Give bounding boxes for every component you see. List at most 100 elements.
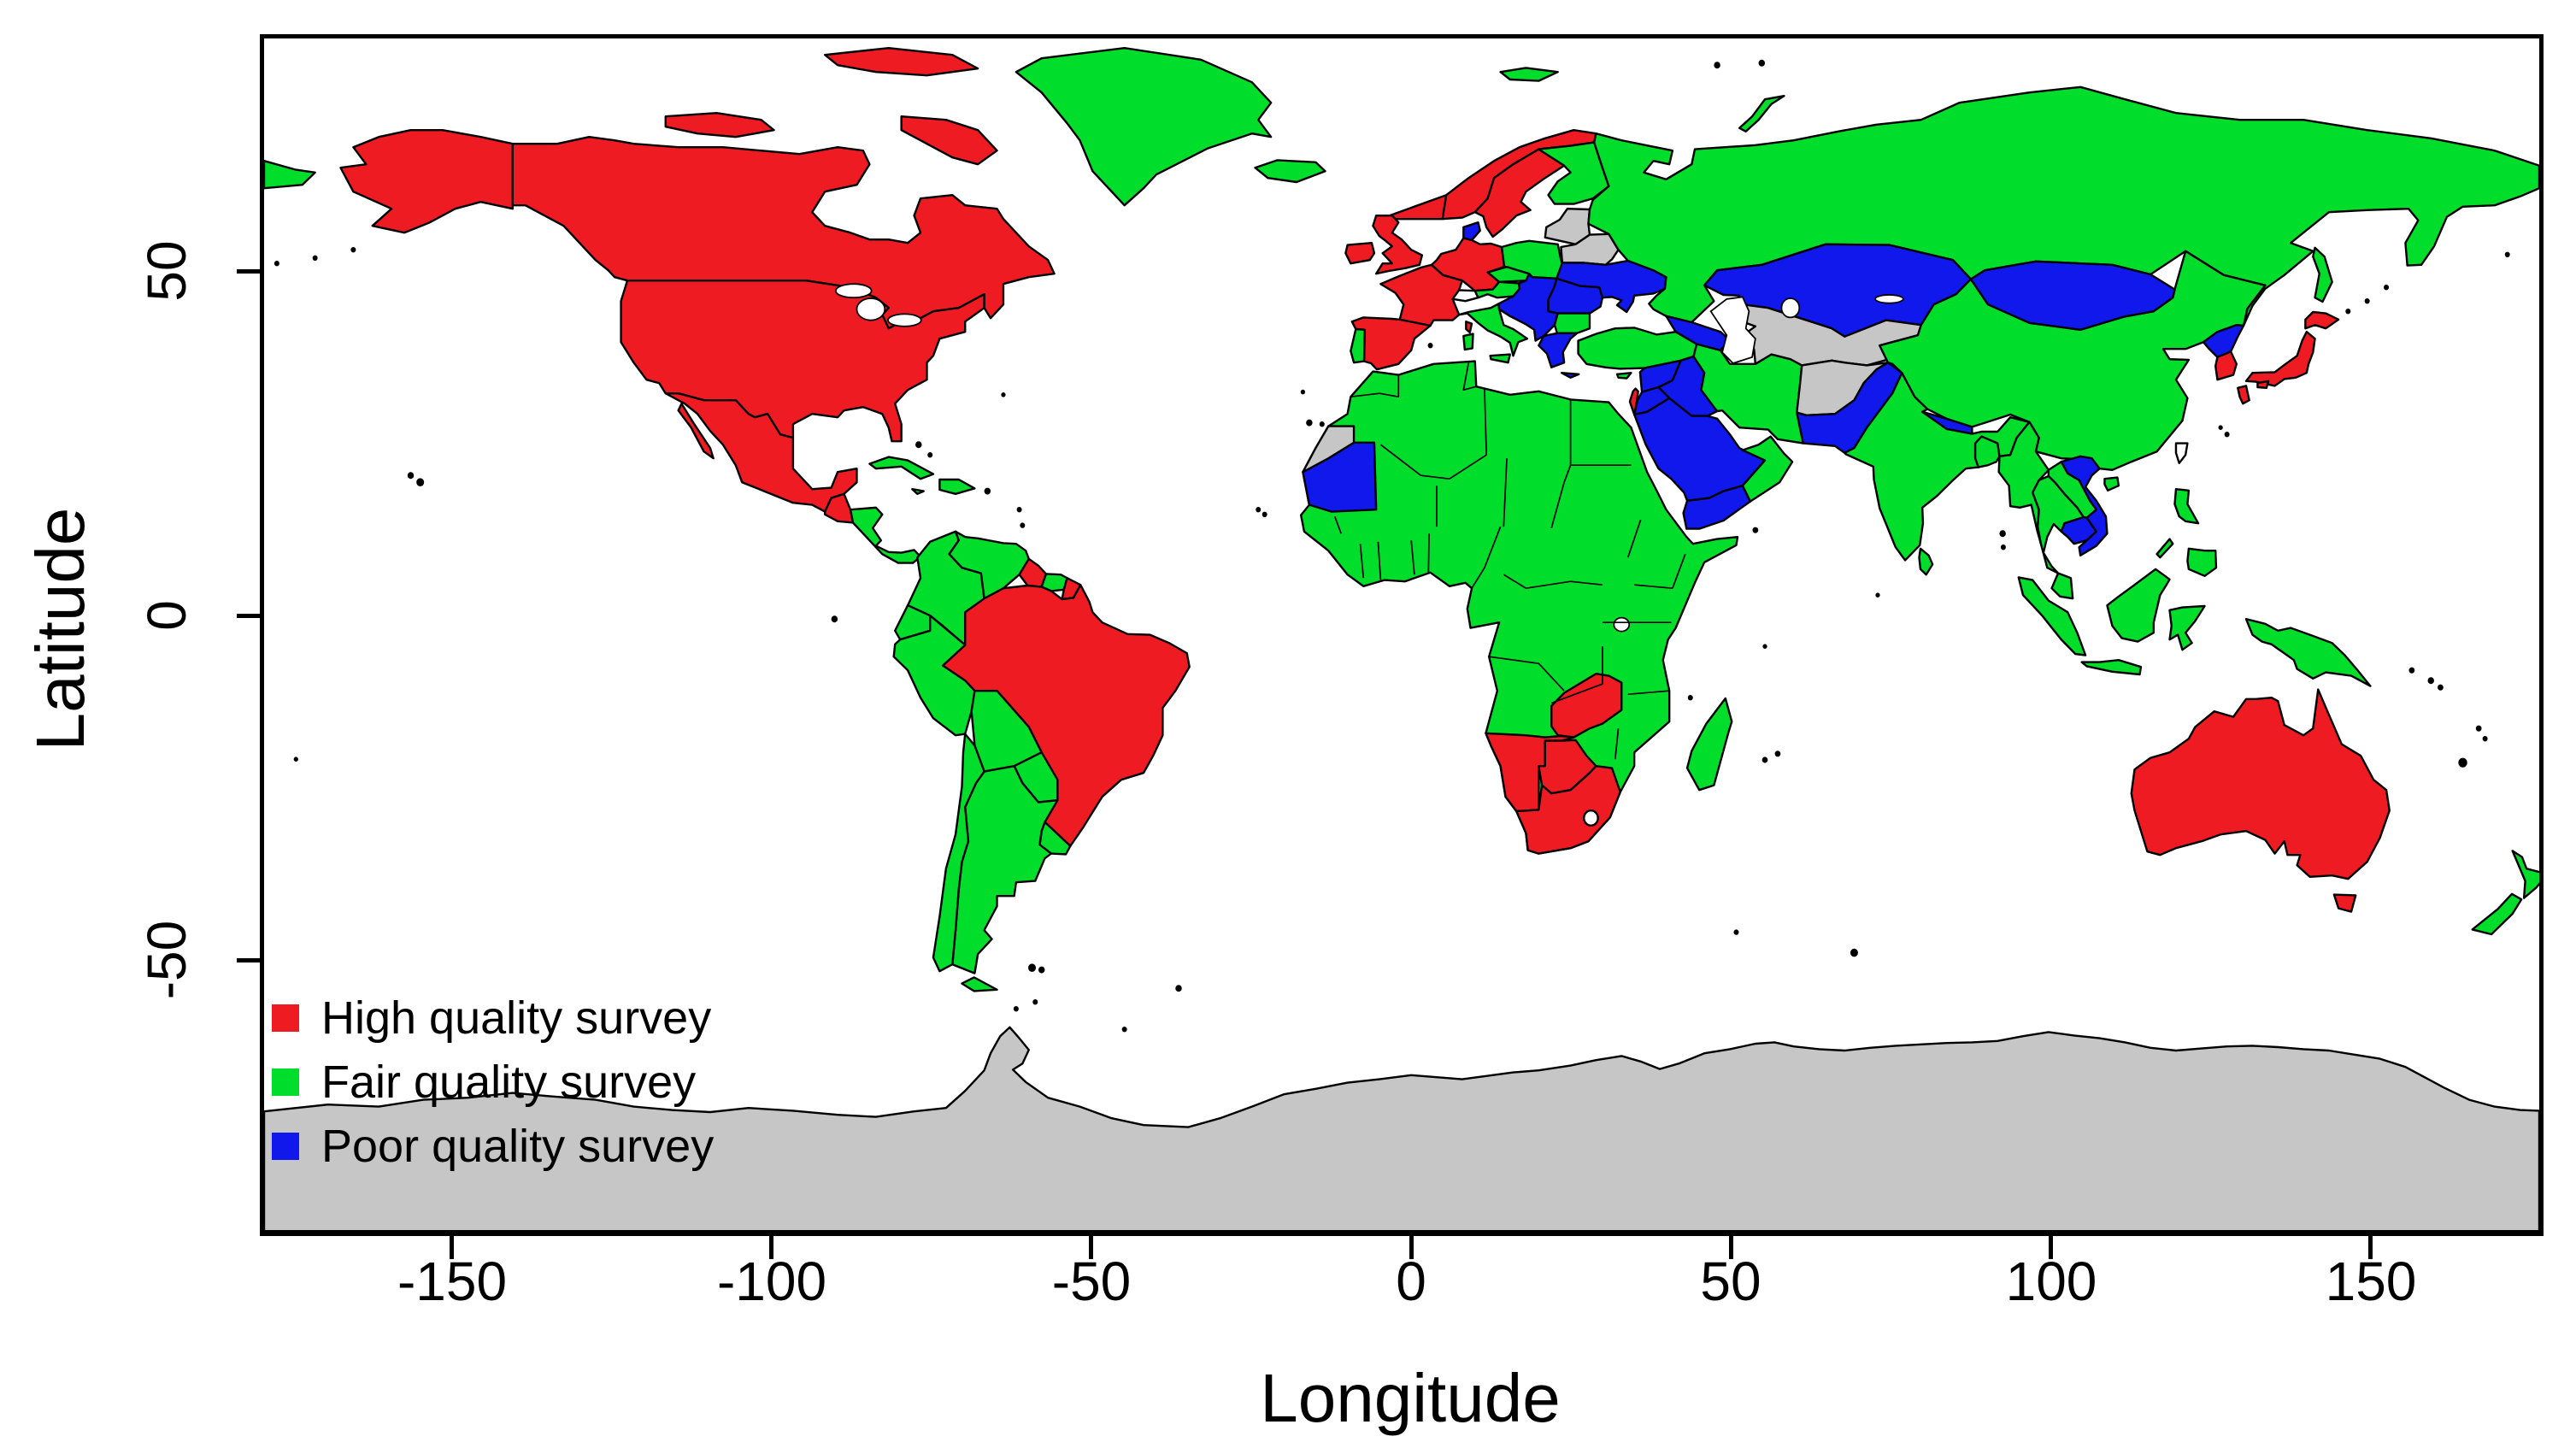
region-denmark bbox=[1463, 222, 1479, 240]
legend-item-fair: Fair quality survey bbox=[272, 1050, 714, 1114]
region-ireland bbox=[1345, 243, 1374, 263]
legend-item-high: High quality survey bbox=[272, 986, 714, 1050]
region-central-america bbox=[850, 508, 920, 563]
region-iceland bbox=[1255, 160, 1325, 182]
legend-label-high: High quality survey bbox=[321, 992, 712, 1044]
legend-swatch-high bbox=[272, 1004, 299, 1032]
region-taiwan bbox=[2176, 444, 2187, 463]
region-madagascar bbox=[1687, 698, 1732, 790]
region-bulgaria bbox=[1555, 314, 1590, 333]
lake-victoria bbox=[1614, 618, 1629, 632]
x-tick-label: 150 bbox=[2325, 1251, 2417, 1312]
region-mongolia bbox=[1971, 262, 2175, 330]
lake-balkhash bbox=[1875, 295, 1903, 303]
region-uk bbox=[1373, 215, 1421, 274]
world-map bbox=[264, 38, 2539, 1232]
region-italy bbox=[1459, 303, 1527, 356]
lake-erie-ontario bbox=[888, 314, 921, 326]
y-tick-mark bbox=[237, 269, 260, 274]
region-ellesmere-island bbox=[825, 48, 978, 75]
region-chukotka-west bbox=[264, 161, 315, 188]
region-south-korea bbox=[2215, 351, 2237, 380]
region-vietnam bbox=[2061, 456, 2108, 556]
x-tick-label: -100 bbox=[716, 1251, 827, 1312]
region-yemen bbox=[1684, 486, 1750, 528]
region-japan-honshu bbox=[2246, 332, 2315, 386]
region-svalbard bbox=[1501, 68, 1558, 80]
region-greece bbox=[1538, 333, 1577, 368]
x-tick-mark bbox=[1729, 1236, 1733, 1259]
region-baffin-island bbox=[902, 116, 997, 164]
region-japan-kyushu bbox=[2238, 386, 2249, 403]
region-sulawesi bbox=[2170, 606, 2205, 650]
region-mexico bbox=[666, 393, 857, 511]
region-greenland bbox=[1016, 48, 1271, 205]
region-bangladesh bbox=[1975, 437, 1999, 468]
region-borneo bbox=[2107, 569, 2169, 642]
region-portugal bbox=[1350, 329, 1364, 362]
x-tick-mark bbox=[450, 1236, 454, 1259]
region-peru bbox=[894, 615, 975, 735]
region-lesotho bbox=[1584, 810, 1597, 826]
region-south-africa bbox=[1516, 766, 1620, 853]
x-tick-mark bbox=[769, 1236, 773, 1259]
region-crete bbox=[1561, 373, 1579, 378]
legend: High quality survey Fair quality survey … bbox=[272, 986, 714, 1178]
legend-item-poor: Poor quality survey bbox=[272, 1114, 714, 1178]
region-corsica bbox=[1466, 321, 1472, 333]
x-tick-label: -50 bbox=[1051, 1251, 1132, 1312]
region-india bbox=[1844, 373, 2029, 560]
region-palawan bbox=[2157, 539, 2173, 558]
plot-area bbox=[260, 34, 2544, 1236]
region-malaysia bbox=[2052, 574, 2073, 599]
region-cyprus bbox=[1617, 373, 1631, 378]
region-sumatra bbox=[2019, 577, 2085, 655]
region-north-korea bbox=[2203, 325, 2244, 357]
region-australia bbox=[2132, 690, 2390, 880]
y-tick-mark bbox=[237, 614, 260, 618]
region-zambia bbox=[1551, 674, 1621, 737]
region-mindanao bbox=[2187, 549, 2216, 576]
y-tick-mark bbox=[237, 958, 260, 962]
region-antarctica bbox=[264, 1027, 2539, 1231]
region-cuba bbox=[869, 457, 933, 480]
x-tick-mark bbox=[1409, 1236, 1414, 1259]
region-china bbox=[1879, 251, 2265, 470]
x-tick-mark bbox=[2368, 1236, 2373, 1259]
region-new-zealand-north bbox=[2513, 851, 2539, 898]
small-islands bbox=[273, 59, 2510, 1033]
region-sri-lanka bbox=[1919, 549, 1932, 574]
region-oman-uae bbox=[1743, 437, 1792, 502]
legend-label-poor: Poor quality survey bbox=[321, 1120, 715, 1172]
y-axis-title: Latitude bbox=[22, 507, 98, 751]
x-tick-label: 0 bbox=[1396, 1251, 1426, 1312]
africa-internal-borders bbox=[1335, 362, 1685, 759]
lake-huron-michigan bbox=[856, 298, 885, 321]
region-baja-california bbox=[679, 403, 714, 458]
legend-swatch-fair bbox=[272, 1068, 299, 1096]
region-jamaica bbox=[912, 489, 923, 494]
region-tierra-del-fuego bbox=[962, 977, 997, 991]
region-russia bbox=[1588, 87, 2539, 326]
region-hispaniola bbox=[939, 480, 974, 494]
region-victoria-island bbox=[666, 113, 774, 137]
region-java bbox=[2082, 660, 2141, 674]
legend-swatch-poor bbox=[272, 1132, 299, 1160]
lake-superior bbox=[836, 284, 872, 297]
region-tasmania bbox=[2334, 895, 2355, 912]
x-tick-label: -150 bbox=[397, 1251, 508, 1312]
region-balkans bbox=[1498, 274, 1557, 340]
x-tick-mark bbox=[1089, 1236, 1093, 1259]
region-sakhalin bbox=[2313, 248, 2332, 302]
region-france bbox=[1380, 265, 1461, 326]
region-sicily bbox=[1491, 355, 1510, 363]
region-alaska bbox=[340, 130, 512, 233]
y-tick-label: 0 bbox=[136, 600, 197, 631]
x-tick-label: 50 bbox=[1700, 1251, 1761, 1312]
region-new-zealand-south bbox=[2473, 894, 2521, 934]
x-tick-label: 100 bbox=[2005, 1251, 2097, 1312]
region-japan-shikoku bbox=[2257, 381, 2268, 388]
region-novaya-zemlya bbox=[1739, 96, 1784, 132]
region-sweden bbox=[1475, 150, 1564, 237]
